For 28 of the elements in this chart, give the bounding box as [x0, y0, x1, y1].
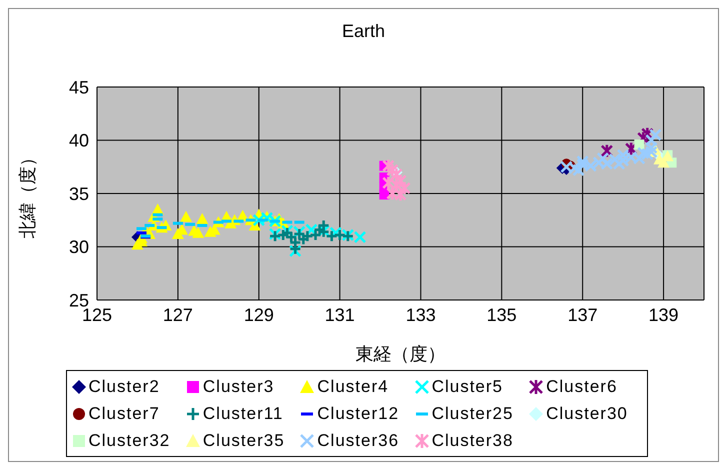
x-tick-label: 137 [568, 304, 598, 325]
legend-label: Cluster3 [202, 376, 274, 396]
legend-label: Cluster35 [202, 430, 285, 450]
legend-label: Cluster30 [546, 404, 628, 424]
y-tick-label: 40 [68, 130, 89, 151]
x-tick-label: 135 [486, 304, 517, 325]
y-tick-label: 30 [68, 237, 89, 258]
legend-label: Cluster4 [317, 376, 389, 396]
legend-label: Cluster5 [432, 376, 503, 396]
chart-title: Earth [340, 21, 386, 42]
legend-label: Cluster11 [202, 404, 284, 424]
y-axis-title: 北緯（度） [17, 148, 38, 238]
legend-label: Cluster12 [317, 404, 400, 424]
legend-label: Cluster7 [88, 404, 160, 424]
x-tick-label: 131 [324, 304, 355, 325]
x-tick-label: 139 [648, 304, 679, 325]
x-axis-title: 東経（度） [356, 344, 446, 364]
legend-label: Cluster38 [432, 430, 514, 450]
y-tick-label: 35 [68, 184, 89, 204]
legend-label: Cluster25 [432, 404, 514, 424]
legend-label: Cluster36 [317, 430, 400, 450]
legend-label: Cluster6 [546, 376, 618, 396]
legend-label: Cluster2 [88, 376, 160, 396]
y-tick-label: 45 [68, 77, 89, 98]
x-tick-label: 133 [406, 304, 436, 325]
legend-label: Cluster32 [88, 430, 170, 450]
x-tick-label: 129 [244, 304, 274, 325]
x-tick-label: 127 [162, 304, 193, 325]
